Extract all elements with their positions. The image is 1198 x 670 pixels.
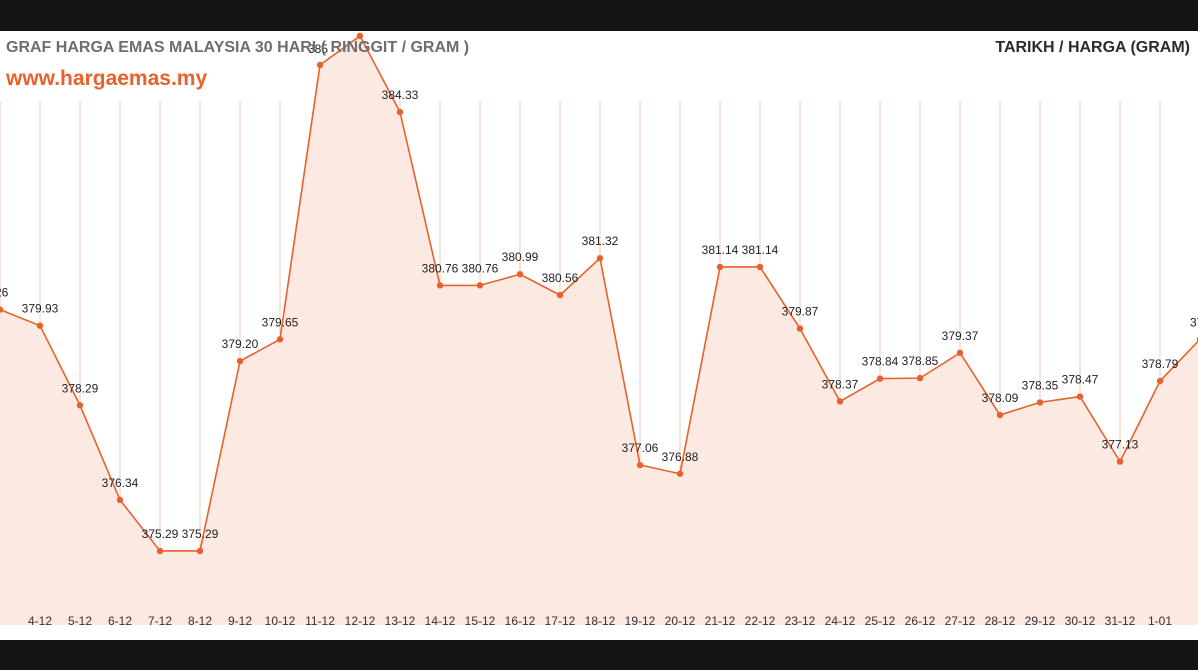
x-tick-label: 31-12 bbox=[1105, 614, 1136, 628]
data-point bbox=[476, 282, 484, 289]
x-tick-label: 5-12 bbox=[68, 614, 92, 628]
data-point bbox=[1076, 393, 1084, 400]
label-layer: .26379.93378.29376.34375.29375.29379.203… bbox=[0, 42, 1198, 541]
x-tick-label: 6-12 bbox=[108, 614, 132, 628]
data-point bbox=[436, 282, 444, 289]
data-point bbox=[956, 349, 964, 357]
point-layer bbox=[0, 32, 1198, 555]
x-tick-label: 14-12 bbox=[425, 614, 456, 628]
legend-label: TARIKH / HARGA (GRAM) bbox=[995, 39, 1190, 56]
data-point bbox=[196, 547, 204, 555]
data-point bbox=[556, 291, 564, 299]
value-label: 379.93 bbox=[22, 302, 59, 316]
x-tick-label: 17-12 bbox=[545, 614, 576, 628]
x-tick-label: 24-12 bbox=[825, 614, 856, 628]
value-label: 378.29 bbox=[62, 381, 99, 395]
data-point bbox=[516, 271, 524, 278]
data-point bbox=[916, 374, 924, 382]
value-label: 378.37 bbox=[822, 377, 859, 391]
x-tick-label: 18-12 bbox=[585, 614, 616, 628]
tick-layer: 4-12 5-12 6-12 7-12 8-12 9-12 10-12 11-12 12-12 1… bbox=[28, 614, 1172, 628]
data-point bbox=[716, 263, 724, 271]
x-tick-label: 16-12 bbox=[505, 614, 536, 628]
x-tick-label: 25-12 bbox=[865, 614, 896, 628]
value-label: 379.20 bbox=[222, 337, 259, 351]
data-point bbox=[636, 461, 644, 469]
chart-svg: .26379.93378.29376.34375.29375.29379.203… bbox=[0, 32, 1198, 628]
data-point bbox=[996, 411, 1004, 419]
data-point bbox=[36, 322, 44, 329]
data-point bbox=[116, 496, 124, 504]
data-point bbox=[1116, 458, 1124, 465]
data-point bbox=[0, 306, 4, 313]
value-label: 379.37 bbox=[942, 329, 979, 343]
data-point bbox=[876, 375, 884, 382]
data-point bbox=[676, 470, 684, 477]
x-tick-label: 8-12 bbox=[188, 614, 212, 628]
data-point bbox=[356, 32, 364, 40]
x-tick-label: 26-12 bbox=[905, 614, 936, 628]
value-label: 380.99 bbox=[502, 250, 539, 264]
value-label: 379.65 bbox=[262, 315, 299, 329]
value-label: 376.34 bbox=[102, 476, 139, 490]
value-label: 378.35 bbox=[1022, 378, 1059, 392]
x-tick-label: 19-12 bbox=[625, 614, 656, 628]
value-label: 381.32 bbox=[582, 234, 619, 248]
x-tick-label: 30-12 bbox=[1065, 614, 1096, 628]
data-point bbox=[1036, 399, 1044, 406]
chart-title: GRAF HARGA EMAS MALAYSIA 30 HARI ( RINGG… bbox=[6, 39, 470, 56]
x-tick-label: 28-12 bbox=[985, 614, 1016, 628]
data-point bbox=[836, 398, 844, 405]
value-label: 376.88 bbox=[662, 450, 699, 464]
x-tick-label: 23-12 bbox=[785, 614, 816, 628]
value-label: 378.47 bbox=[1062, 373, 1099, 387]
value-label: .26 bbox=[0, 286, 9, 300]
website-label: www.hargaemas.my bbox=[6, 67, 208, 90]
value-label: 380.56 bbox=[542, 271, 579, 285]
data-point bbox=[156, 547, 164, 555]
data-point bbox=[796, 325, 804, 332]
value-label: 375.29 bbox=[142, 527, 179, 541]
x-tick-label: 22-12 bbox=[745, 614, 776, 628]
value-label: 378.85 bbox=[902, 354, 939, 368]
value-label: 378.84 bbox=[862, 355, 899, 369]
x-tick-label: 13-12 bbox=[385, 614, 416, 628]
value-label: 379 bbox=[1190, 315, 1198, 329]
value-label: 378.09 bbox=[982, 391, 1019, 405]
x-tick-label: 7-12 bbox=[148, 614, 172, 628]
value-label: 380.76 bbox=[422, 261, 459, 275]
value-label: 375.29 bbox=[182, 527, 219, 541]
value-label: 381.14 bbox=[702, 243, 739, 257]
chart-panel: .26379.93378.29376.34375.29375.29379.203… bbox=[0, 31, 1198, 640]
data-point bbox=[396, 108, 404, 116]
value-label: 384.33 bbox=[382, 88, 419, 102]
data-point bbox=[76, 402, 84, 409]
data-point bbox=[276, 336, 284, 343]
area-fill bbox=[0, 35, 1198, 625]
value-label: 381.14 bbox=[742, 243, 779, 257]
value-label: 377.13 bbox=[1102, 438, 1139, 452]
x-tick-label: 21-12 bbox=[705, 614, 736, 628]
x-tick-label: 1-01 bbox=[1148, 614, 1172, 628]
x-tick-label: 27-12 bbox=[945, 614, 976, 628]
value-label: 385 bbox=[308, 42, 328, 56]
x-tick-label: 4-12 bbox=[28, 614, 52, 628]
x-tick-label: 15-12 bbox=[465, 614, 496, 628]
area-layer bbox=[0, 35, 1198, 625]
data-point bbox=[596, 255, 604, 262]
value-label: 378.79 bbox=[1142, 357, 1179, 371]
data-point bbox=[316, 61, 324, 69]
x-tick-label: 9-12 bbox=[228, 614, 252, 628]
data-point bbox=[1156, 377, 1164, 385]
x-tick-label: 20-12 bbox=[665, 614, 696, 628]
x-tick-label: 10-12 bbox=[265, 614, 296, 628]
data-point bbox=[756, 263, 764, 271]
x-tick-label: 11-12 bbox=[305, 614, 335, 628]
data-point bbox=[236, 357, 244, 365]
value-label: 377.06 bbox=[622, 441, 659, 455]
value-label: 379.87 bbox=[782, 305, 819, 319]
x-tick-label: 12-12 bbox=[345, 614, 376, 628]
x-tick-label: 29-12 bbox=[1025, 614, 1056, 628]
value-label: 380.76 bbox=[462, 261, 499, 275]
